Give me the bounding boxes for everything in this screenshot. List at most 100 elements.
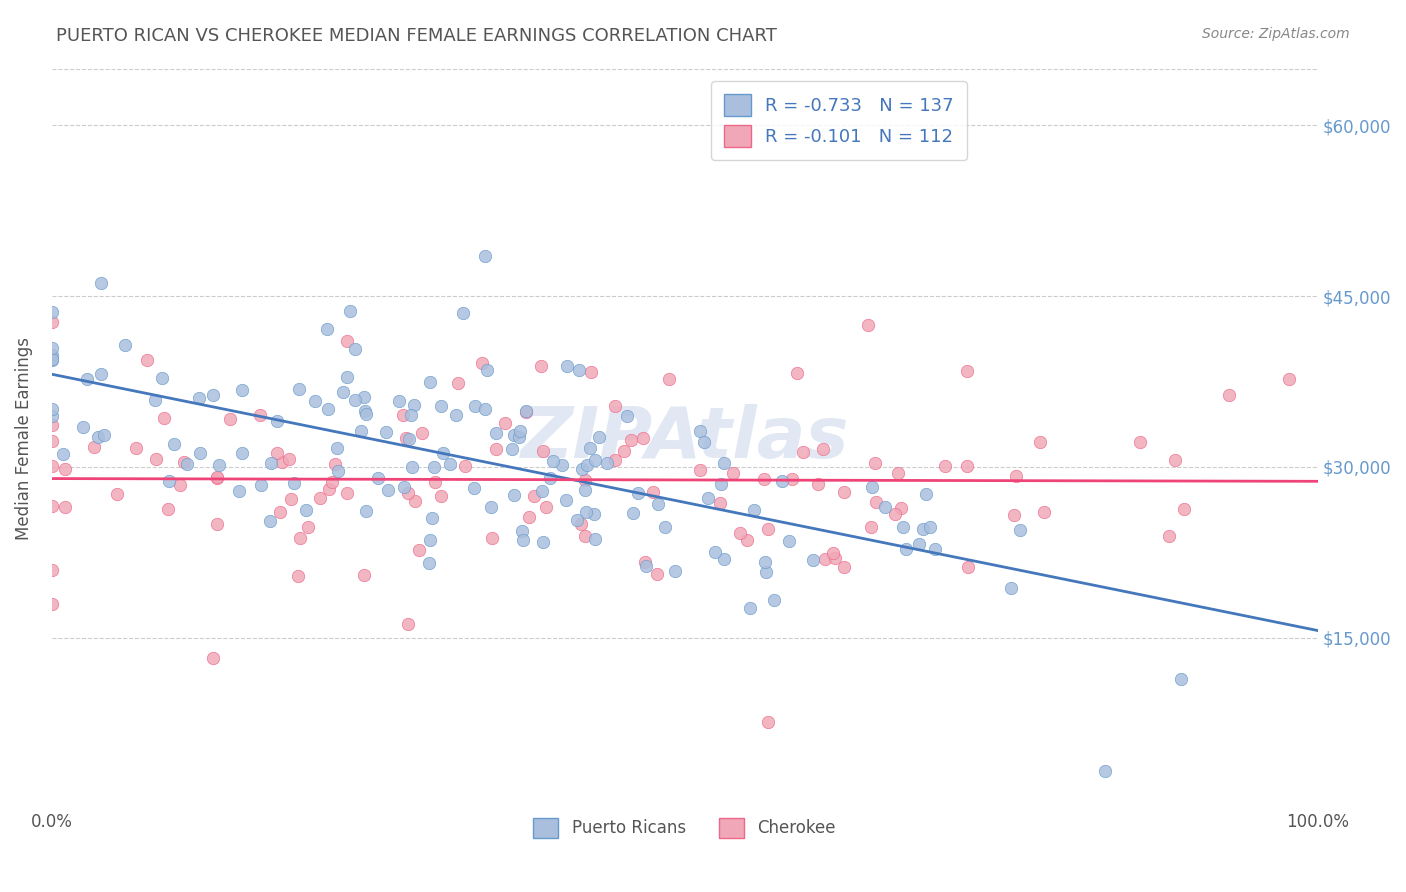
Puerto Ricans (72, 420, 94, 434)
Puerto Ricans (231, 445, 253, 459)
Cherokee (41, 458, 63, 473)
Puerto Ricans (76, 372, 98, 386)
Cherokee (605, 452, 627, 467)
Puerto Ricans (1008, 523, 1031, 537)
Puerto Ricans (295, 502, 318, 516)
Cherokee (1164, 453, 1187, 467)
Cherokee (887, 466, 910, 480)
Puerto Ricans (770, 474, 793, 488)
Puerto Ricans (377, 483, 399, 498)
Cherokee (53, 500, 76, 514)
Puerto Ricans (316, 322, 339, 336)
Cherokee (1002, 508, 1025, 523)
Puerto Ricans (515, 403, 537, 417)
Puerto Ricans (326, 441, 349, 455)
Cherokee (156, 502, 179, 516)
Puerto Ricans (502, 428, 524, 442)
Cherokee (863, 456, 886, 470)
Puerto Ricans (114, 337, 136, 351)
Cherokee (957, 559, 980, 574)
Cherokee (522, 489, 544, 503)
Puerto Ricans (551, 458, 574, 472)
Text: ZIPAtlas: ZIPAtlas (520, 404, 849, 473)
Puerto Ricans (367, 471, 389, 485)
Cherokee (152, 411, 174, 425)
Puerto Ricans (502, 488, 524, 502)
Puerto Ricans (350, 424, 373, 438)
Cherokee (169, 478, 191, 492)
Puerto Ricans (418, 556, 440, 570)
Cherokee (579, 365, 602, 379)
Puerto Ricans (576, 458, 599, 473)
Text: PUERTO RICAN VS CHEROKEE MEDIAN FEMALE EARNINGS CORRELATION CHART: PUERTO RICAN VS CHEROKEE MEDIAN FEMALE E… (56, 27, 778, 45)
Puerto Ricans (485, 425, 508, 440)
Puerto Ricans (697, 491, 720, 505)
Cherokee (396, 486, 419, 500)
Puerto Ricans (763, 593, 786, 607)
Cherokee (883, 507, 905, 521)
Cherokee (83, 440, 105, 454)
Puerto Ricans (585, 532, 607, 546)
Puerto Ricans (87, 429, 110, 443)
Puerto Ricans (508, 430, 530, 444)
Cherokee (752, 472, 775, 486)
Puerto Ricans (374, 425, 396, 440)
Puerto Ricans (260, 456, 283, 470)
Cherokee (249, 409, 271, 423)
Puerto Ricans (90, 277, 112, 291)
Cherokee (1218, 388, 1240, 402)
Puerto Ricans (231, 383, 253, 397)
Puerto Ricans (464, 399, 486, 413)
Puerto Ricans (621, 507, 644, 521)
Cherokee (408, 543, 430, 558)
Puerto Ricans (704, 544, 727, 558)
Puerto Ricans (41, 342, 63, 356)
Cherokee (531, 444, 554, 458)
Cherokee (336, 486, 359, 500)
Puerto Ricans (912, 522, 935, 536)
Puerto Ricans (862, 480, 884, 494)
Cherokee (832, 560, 855, 574)
Puerto Ricans (574, 483, 596, 497)
Cherokee (807, 477, 830, 491)
Cherokee (353, 568, 375, 582)
Puerto Ricans (451, 306, 474, 320)
Puerto Ricans (627, 486, 650, 500)
Puerto Ricans (583, 507, 606, 521)
Cherokee (485, 442, 508, 456)
Puerto Ricans (398, 433, 420, 447)
Cherokee (396, 617, 419, 632)
Puerto Ricans (201, 388, 224, 402)
Puerto Ricans (742, 502, 765, 516)
Cherokee (1159, 529, 1181, 543)
Cherokee (756, 715, 779, 730)
Cherokee (173, 455, 195, 469)
Cherokee (41, 500, 63, 514)
Cherokee (41, 597, 63, 611)
Cherokee (1032, 505, 1054, 519)
Puerto Ricans (143, 392, 166, 407)
Puerto Ricans (316, 402, 339, 417)
Cherokee (430, 489, 453, 503)
Puerto Ricans (555, 493, 578, 508)
Puerto Ricans (402, 398, 425, 412)
Cherokee (569, 516, 592, 531)
Puerto Ricans (392, 480, 415, 494)
Puerto Ricans (344, 393, 367, 408)
Cherokee (814, 552, 837, 566)
Puerto Ricans (538, 471, 561, 485)
Puerto Ricans (754, 555, 776, 569)
Cherokee (934, 459, 956, 474)
Cherokee (1029, 435, 1052, 450)
Cherokee (145, 451, 167, 466)
Cherokee (756, 522, 779, 536)
Puerto Ricans (339, 304, 361, 318)
Cherokee (530, 359, 553, 374)
Puerto Ricans (419, 533, 441, 548)
Cherokee (481, 531, 503, 545)
Puerto Ricans (693, 435, 716, 450)
Puerto Ricans (755, 565, 778, 579)
Cherokee (411, 425, 433, 440)
Puerto Ricans (353, 390, 375, 404)
Puerto Ricans (896, 541, 918, 556)
